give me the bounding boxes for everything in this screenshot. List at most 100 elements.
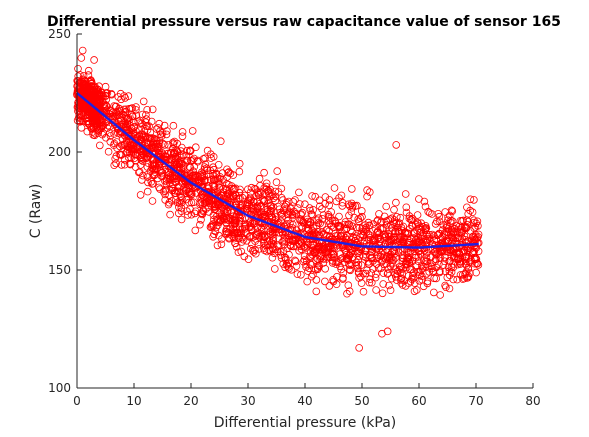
scatter-point xyxy=(464,254,473,262)
scatter-point xyxy=(287,242,295,251)
scatter-point xyxy=(176,171,185,180)
scatter-point xyxy=(232,243,241,251)
scatter-point xyxy=(214,188,222,197)
scatter-point xyxy=(231,184,240,193)
scatter-point xyxy=(325,227,333,235)
scatter-point xyxy=(121,113,130,121)
x-tick-label: 50 xyxy=(354,394,369,408)
scatter-point xyxy=(367,269,376,277)
axes xyxy=(76,33,534,389)
scatter-point xyxy=(177,193,186,202)
scatter-point xyxy=(385,281,393,290)
scatter-point xyxy=(404,279,413,287)
scatter-point xyxy=(350,213,359,222)
scatter-point xyxy=(350,243,359,252)
scatter-point xyxy=(434,210,443,218)
scatter-point xyxy=(453,260,462,269)
scatter-point xyxy=(270,249,279,258)
scatter-point xyxy=(222,180,231,188)
scatter-point xyxy=(251,219,259,227)
scatter-point xyxy=(270,265,279,273)
scatter-point xyxy=(364,218,373,227)
scatter-point xyxy=(231,239,239,247)
scatter-point xyxy=(173,147,181,155)
scatter-point xyxy=(124,114,133,122)
scatter-point xyxy=(175,203,183,212)
scatter-point xyxy=(275,228,284,237)
scatter-point xyxy=(210,165,218,174)
scatter-point xyxy=(429,288,438,297)
scatter-point xyxy=(249,233,258,241)
scatter-point xyxy=(94,90,103,99)
scatter-point xyxy=(355,344,363,352)
scatter-point xyxy=(253,188,262,196)
scatter-point xyxy=(80,87,88,96)
scatter-point xyxy=(256,181,264,190)
scatter-point xyxy=(260,168,268,177)
scatter-point xyxy=(106,132,115,140)
scatter-point xyxy=(387,258,396,267)
scatter-point xyxy=(358,224,367,233)
scatter-point xyxy=(323,250,332,259)
x-tick-label: 30 xyxy=(240,394,255,408)
scatter-point xyxy=(421,202,430,211)
scatter-point xyxy=(381,232,390,240)
scatter-point xyxy=(286,219,294,228)
scatter-point xyxy=(219,212,228,221)
scatter-point xyxy=(93,91,102,99)
scatter-point xyxy=(392,276,401,284)
scatter-point xyxy=(91,115,99,123)
scatter-point xyxy=(295,247,303,255)
scatter-point xyxy=(315,256,324,264)
scatter-point xyxy=(214,221,222,230)
scatter-point xyxy=(153,140,161,148)
scatter-point xyxy=(156,130,165,139)
scatter-point xyxy=(104,114,113,122)
scatter-point xyxy=(180,183,188,192)
scatter-point xyxy=(384,269,392,277)
scatter-point xyxy=(401,190,410,198)
scatter-point xyxy=(150,135,159,144)
scatter-point xyxy=(175,199,184,208)
scatter-point xyxy=(419,228,428,237)
scatter-point xyxy=(324,243,333,251)
scatter-point xyxy=(77,54,86,62)
scatter-point xyxy=(379,269,388,277)
scatter-point xyxy=(137,156,146,164)
scatter-point xyxy=(274,188,283,196)
scatter-point xyxy=(435,254,444,263)
scatter-point xyxy=(287,235,296,243)
scatter-point xyxy=(343,220,352,229)
scatter-point xyxy=(309,206,317,214)
scatter-point xyxy=(345,287,354,296)
scatter-point xyxy=(386,286,395,295)
scatter-point xyxy=(203,146,212,155)
scatter-point xyxy=(169,121,178,130)
scatter-point xyxy=(170,137,179,146)
scatter-point xyxy=(369,265,377,273)
scatter-point xyxy=(260,233,269,241)
scatter-point xyxy=(441,267,450,276)
scatter-point xyxy=(235,167,244,176)
scatter-point xyxy=(416,266,425,275)
scatter-point xyxy=(215,231,223,240)
scatter-point xyxy=(384,216,393,225)
scatter-point xyxy=(136,191,145,199)
scatter-point xyxy=(191,226,200,235)
scatter-point xyxy=(209,172,217,180)
scatter-point xyxy=(225,233,233,242)
scatter-point xyxy=(393,269,402,278)
scatter-point xyxy=(267,239,276,247)
scatter-point xyxy=(268,225,277,234)
scatter-point xyxy=(186,147,194,156)
scatter-point xyxy=(344,281,353,290)
scatter-point xyxy=(247,205,256,213)
scatter-point xyxy=(307,210,316,219)
scatter-point xyxy=(199,155,208,163)
scatter-point xyxy=(428,210,436,218)
scatter-point xyxy=(424,262,432,270)
scatter-point xyxy=(80,101,89,110)
scatter-point xyxy=(255,200,264,208)
chart-title: Differential pressure versus raw capacit… xyxy=(47,14,561,30)
scatter-point xyxy=(345,211,353,220)
